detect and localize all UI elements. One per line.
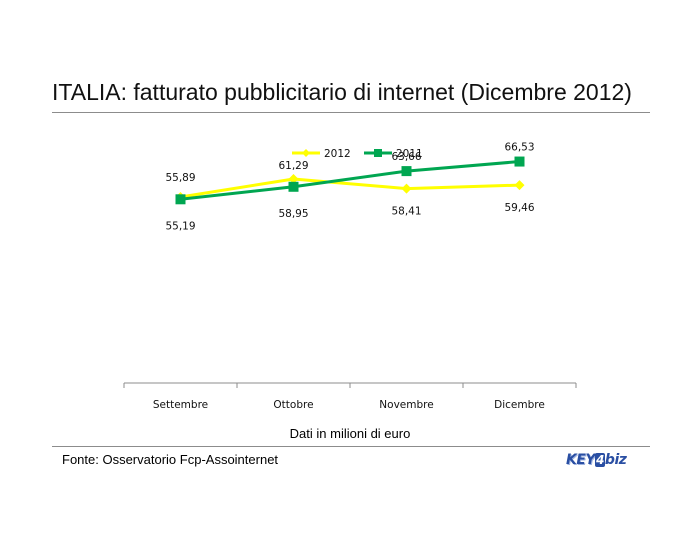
- legend-swatch-marker: [374, 149, 382, 157]
- data-label: 58,41: [391, 206, 421, 218]
- series-line: [180, 177, 520, 199]
- key4biz-logo: KEY4biz: [566, 452, 627, 468]
- data-label: 58,95: [278, 208, 308, 220]
- data-labels: 55,89 61,29 58,41 59,46 55,19 58,95 63,66 66,53: [165, 142, 534, 233]
- chart-title: ITALIA: fatturato pubblicitario di inter…: [52, 79, 632, 105]
- data-label: 55,89: [165, 172, 195, 184]
- legend-label: 2011: [396, 148, 423, 160]
- legend: 2012 2011: [292, 148, 423, 160]
- x-tick-label: Ottobre: [273, 399, 313, 411]
- legend-swatch-marker: [302, 149, 310, 157]
- logo-biz: biz: [604, 452, 627, 468]
- x-axis: Settembre Ottobre Novembre Dicembre: [123, 382, 577, 411]
- x-tick-label: Dicembre: [494, 399, 545, 411]
- data-point: [288, 173, 299, 184]
- data-label: 61,29: [278, 160, 308, 172]
- data-point: [401, 166, 412, 177]
- data-label: 59,46: [504, 202, 534, 214]
- data-point: [401, 183, 412, 194]
- source-note: Fonte: Osservatorio Fcp-Assointernet: [62, 452, 279, 467]
- title-rule: [52, 112, 650, 113]
- data-point: [288, 181, 299, 192]
- logo-key: KEY: [566, 452, 596, 468]
- x-axis-label: Dati in milioni di euro: [289, 426, 411, 441]
- series-layer: [175, 156, 525, 205]
- series-line: [180, 160, 520, 201]
- data-point: [514, 180, 525, 191]
- legend-label: 2012: [324, 148, 351, 160]
- data-point: [514, 156, 525, 167]
- x-tick-label: Novembre: [379, 399, 433, 411]
- footer-rule: [52, 446, 650, 447]
- data-label: 66,53: [504, 142, 534, 154]
- data-point: [175, 194, 186, 205]
- logo-four: 4: [595, 453, 605, 467]
- data-label: 55,19: [165, 220, 195, 232]
- data-label: 63,66: [391, 151, 421, 163]
- x-tick-label: Settembre: [153, 399, 208, 411]
